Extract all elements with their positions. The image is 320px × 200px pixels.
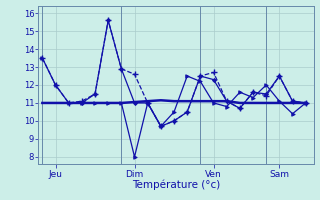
X-axis label: Température (°c): Température (°c) — [132, 180, 220, 190]
